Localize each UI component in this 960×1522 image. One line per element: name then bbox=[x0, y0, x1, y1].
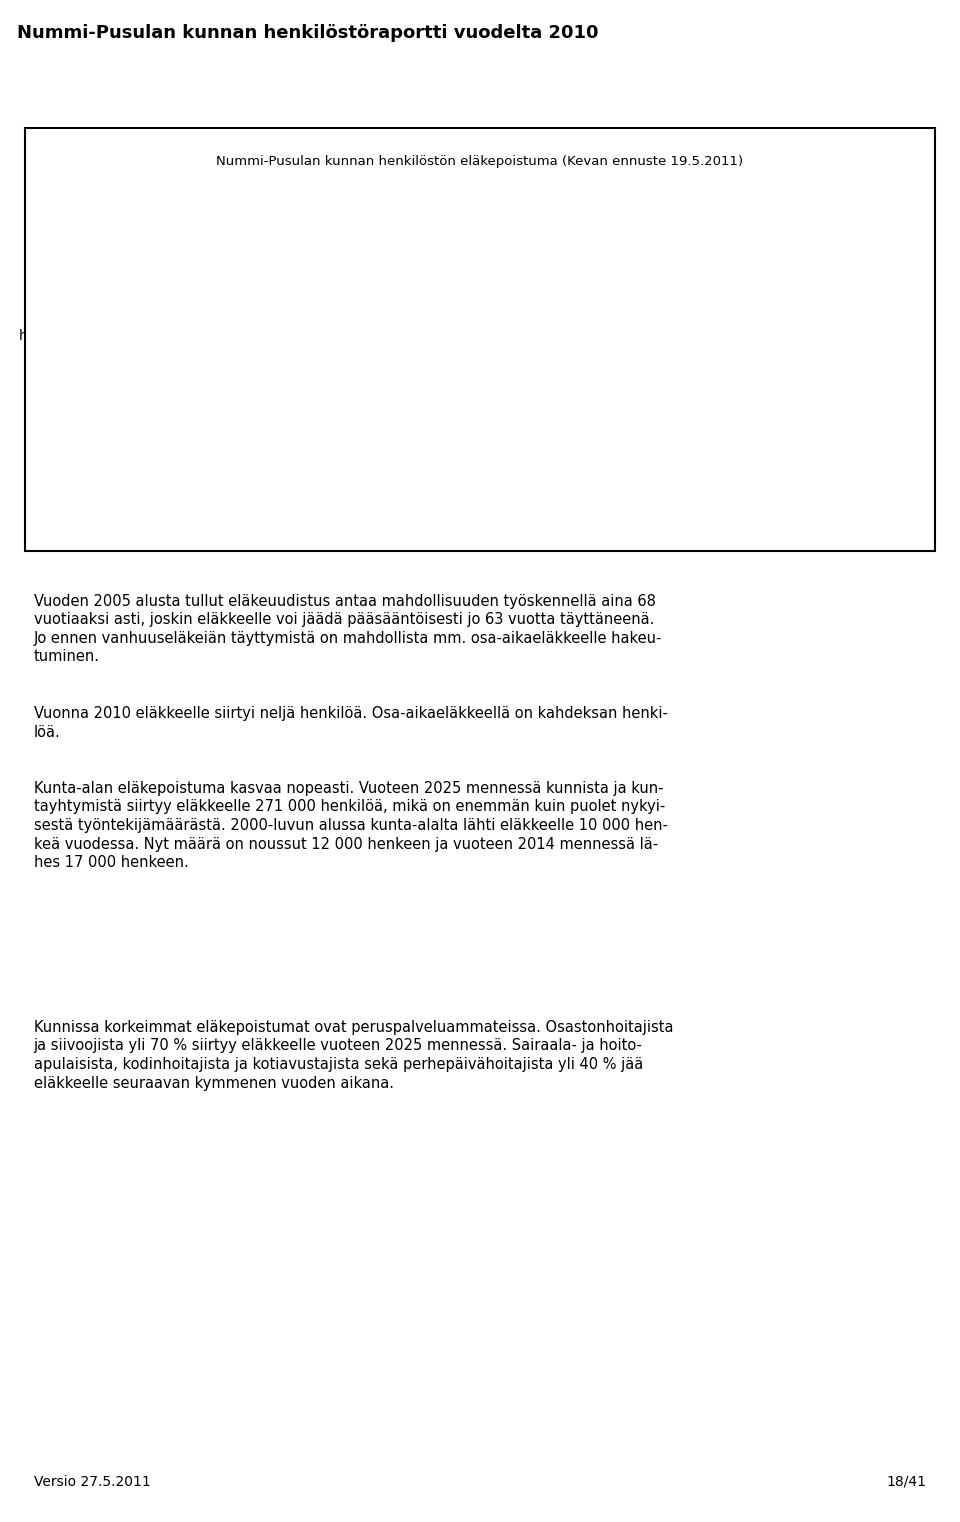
Bar bbox=[775, 236, 783, 452]
Legend: Vanhuuseläke, Työkyvytt.eläke, Eläkepoistuma yht.: Vanhuuseläke, Työkyvytt.eläke, Eläkepois… bbox=[330, 498, 683, 516]
Bar bbox=[400, 402, 410, 452]
Bar bbox=[815, 320, 825, 452]
Bar bbox=[612, 352, 621, 452]
Bar bbox=[238, 402, 248, 452]
Bar bbox=[756, 352, 765, 452]
Bar bbox=[513, 352, 522, 452]
Bar bbox=[126, 236, 135, 452]
Text: Vuoden 2005 alusta tullut eläkeuudistus antaa mahdollisuuden työskennellä aina 6: Vuoden 2005 alusta tullut eläkeuudistus … bbox=[34, 594, 662, 665]
Bar bbox=[157, 402, 166, 452]
Bar bbox=[603, 402, 612, 452]
Bar bbox=[320, 402, 328, 452]
Bar bbox=[491, 253, 500, 452]
Bar bbox=[410, 253, 419, 452]
Text: Kunnissa korkeimmat eläkepoistumat ovat peruspalveluammateissa. Osastonhoitajist: Kunnissa korkeimmat eläkepoistumat ovat … bbox=[34, 1020, 673, 1091]
Bar bbox=[644, 402, 653, 452]
Text: 18/41: 18/41 bbox=[886, 1475, 926, 1489]
Bar bbox=[392, 303, 400, 452]
Bar bbox=[360, 402, 369, 452]
Bar bbox=[270, 320, 278, 452]
Bar bbox=[594, 320, 603, 452]
Bar bbox=[310, 352, 319, 452]
Bar bbox=[329, 303, 338, 452]
Bar bbox=[563, 402, 571, 452]
Bar bbox=[806, 419, 815, 452]
Bar bbox=[350, 303, 360, 452]
Bar bbox=[635, 320, 643, 452]
Bar bbox=[450, 236, 460, 452]
Bar bbox=[432, 286, 441, 452]
Bar bbox=[108, 303, 116, 452]
Bar bbox=[442, 402, 450, 452]
Bar bbox=[572, 320, 581, 452]
Bar bbox=[877, 286, 887, 452]
Bar bbox=[532, 368, 540, 452]
Bar bbox=[148, 286, 156, 452]
Bar bbox=[167, 219, 176, 452]
Y-axis label: hlöä: hlöä bbox=[18, 329, 48, 342]
Bar bbox=[715, 352, 725, 452]
Bar bbox=[797, 320, 805, 452]
Bar bbox=[847, 419, 855, 452]
Bar bbox=[734, 352, 743, 452]
Bar bbox=[684, 402, 693, 452]
Bar bbox=[725, 419, 733, 452]
Text: Versio 27.5.2011: Versio 27.5.2011 bbox=[34, 1475, 151, 1489]
Bar bbox=[482, 402, 491, 452]
Bar bbox=[229, 286, 238, 452]
Bar bbox=[248, 269, 256, 452]
Text: Nummi-Pusulan kunnan henkilöstöraportti vuodelta 2010: Nummi-Pusulan kunnan henkilöstöraportti … bbox=[17, 24, 599, 43]
Bar bbox=[472, 303, 481, 452]
Bar bbox=[553, 352, 563, 452]
Bar bbox=[653, 352, 662, 452]
Bar bbox=[117, 385, 126, 452]
Text: Vuonna 2010 eläkkeelle siirtyi neljä henkilöä. Osa-aikaeläkkeellä on kahdeksan h: Vuonna 2010 eläkkeelle siirtyi neljä hen… bbox=[34, 706, 667, 740]
Bar bbox=[694, 236, 703, 452]
Bar bbox=[198, 402, 206, 452]
Bar bbox=[522, 402, 531, 452]
Bar bbox=[675, 286, 684, 452]
Bar bbox=[188, 286, 198, 452]
Bar bbox=[897, 269, 905, 452]
Bar bbox=[887, 402, 896, 452]
Text: Nummi-Pusulan kunnan henkilöstön eläkepoistuma (Kevan ennuste 19.5.2011): Nummi-Pusulan kunnan henkilöstön eläkepo… bbox=[216, 155, 744, 169]
Bar bbox=[288, 219, 298, 452]
Text: Kunta-alan eläkepoistuma kasvaa nopeasti. Vuoteen 2025 mennessä kunnista ja kun-: Kunta-alan eläkepoistuma kasvaa nopeasti… bbox=[34, 781, 667, 871]
Bar bbox=[856, 269, 865, 452]
Bar bbox=[837, 286, 846, 452]
Bar bbox=[207, 236, 216, 452]
Bar bbox=[370, 303, 378, 452]
Bar bbox=[765, 419, 775, 452]
Bar bbox=[279, 402, 288, 452]
